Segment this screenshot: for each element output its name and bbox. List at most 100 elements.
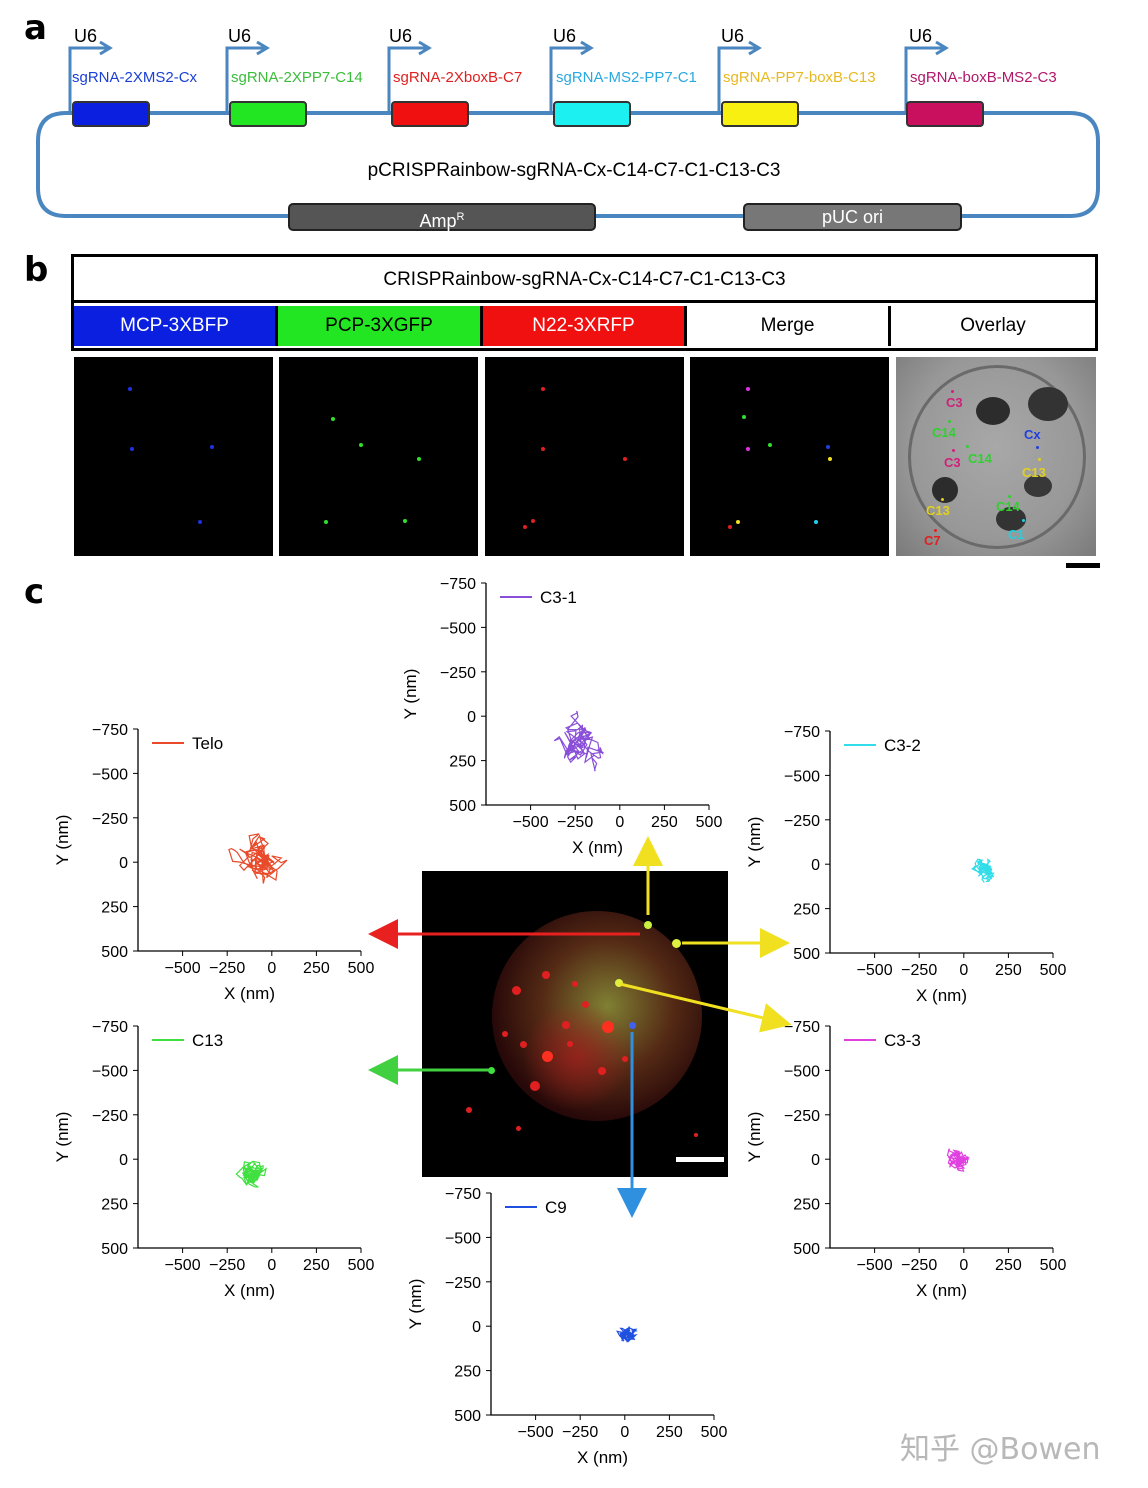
trajectory-c13 [235, 1160, 268, 1188]
overlay-locus-label: C1 [1008, 527, 1025, 542]
track-plot-telo: −750 −500 −250 0 250 500 −500 −250 0 250 500 X (nm)… [53, 722, 374, 1003]
x-tick-label: 500 [696, 814, 723, 831]
x-axis-label: X (nm) [224, 984, 275, 1003]
y-tick-label: 500 [454, 1408, 481, 1425]
legend-label: C3-3 [884, 1031, 921, 1050]
promoter-arrow-3 [387, 46, 427, 113]
y-tick-label: −250 [92, 811, 128, 828]
y-tick-label: 0 [472, 1319, 481, 1336]
y-tick-label: 500 [101, 944, 128, 961]
trajectory-c3-2 [970, 858, 995, 883]
promoter-arrow-4 [549, 46, 589, 113]
trajectory-telo [228, 833, 288, 884]
x-tick-label: −250 [209, 1257, 245, 1274]
y-tick-label: −250 [784, 1108, 820, 1125]
overlay-locus-label: C14 [932, 425, 956, 440]
x-tick-label: −250 [901, 1257, 937, 1274]
y-tick-label: 500 [449, 798, 476, 815]
y-axis-label: Y (nm) [745, 817, 764, 868]
x-axis-label: X (nm) [916, 986, 967, 1005]
x-tick-label: 0 [959, 1257, 968, 1274]
x-tick-label: −500 [857, 1257, 893, 1274]
x-axis-label: X (nm) [577, 1448, 628, 1467]
legend-label: C9 [545, 1198, 567, 1217]
sgrna-label-6: sgRNA-boxB-MS2-C3 [910, 69, 1057, 86]
micrograph-bfp [74, 357, 273, 556]
overlay-locus-label: C3 [946, 395, 963, 410]
y-tick-label: −500 [92, 1063, 128, 1080]
x-tick-label: 500 [701, 1424, 728, 1441]
y-tick-label: −250 [784, 813, 820, 830]
micrograph-rfp [485, 357, 684, 556]
sgrna-label-2: sgRNA-2XPP7-C14 [231, 69, 363, 86]
promoter-label: U6 [74, 26, 98, 46]
channel-header-2: PCP-3XGFP [278, 306, 483, 346]
y-axis-label: Y (nm) [745, 1112, 764, 1163]
watermark: 知乎 @Bowen [900, 1432, 1101, 1467]
track-plot-c3-3: −750 −500 −250 0 250 500 −500 −250 0 250 500 X (nm)… [745, 1019, 1067, 1300]
panel-label-b: b [24, 250, 49, 290]
promoter-label: U6 [721, 26, 745, 46]
x-tick-label: −500 [518, 1424, 554, 1441]
x-tick-label: 0 [267, 1257, 276, 1274]
y-tick-label: 0 [119, 855, 128, 872]
legend-label: C3-1 [540, 588, 577, 607]
sgrna-cassette-5 [721, 101, 799, 127]
micrograph-gfp [279, 357, 478, 556]
promoter-label: U6 [909, 26, 933, 46]
sgrna-label-5: sgRNA-PP7-boxB-C13 [723, 69, 876, 86]
panel-label-a: a [24, 8, 47, 48]
panel-b-header: CRISPRainbow-sgRNA-Cx-C14-C7-C1-C13-C3 [71, 254, 1098, 351]
amp-resistance-gene: AmpR [288, 203, 596, 231]
overlay-locus-label: Cx [1024, 427, 1041, 442]
channel-header-5: Overlay [891, 306, 1095, 346]
panel-label-c: c [24, 572, 45, 612]
y-tick-label: −750 [92, 1019, 128, 1036]
legend-label: C13 [192, 1031, 223, 1050]
y-tick-label: 500 [793, 1241, 820, 1258]
y-tick-label: −750 [445, 1186, 481, 1203]
x-tick-label: 250 [303, 1257, 330, 1274]
puc-origin: pUC ori [743, 203, 962, 231]
x-tick-label: −250 [557, 814, 593, 831]
y-tick-label: 250 [793, 902, 820, 919]
x-tick-label: −500 [513, 814, 549, 831]
y-tick-label: 250 [449, 754, 476, 771]
x-tick-label: 0 [959, 962, 968, 979]
y-tick-label: −500 [445, 1230, 481, 1247]
y-axis-label: Y (nm) [53, 815, 72, 866]
micrograph-merge [690, 357, 889, 556]
x-tick-label: −250 [209, 960, 245, 977]
x-tick-label: 0 [620, 1424, 629, 1441]
y-tick-label: 250 [454, 1364, 481, 1381]
x-tick-label: −250 [901, 962, 937, 979]
x-tick-label: 500 [1040, 1257, 1067, 1274]
x-tick-label: 500 [348, 1257, 375, 1274]
promoter-label: U6 [389, 26, 413, 46]
y-tick-label: 500 [101, 1241, 128, 1258]
promoter-arrow-2 [225, 46, 265, 113]
track-plot-c3-1: −750 −500 −250 0 250 500 −500 −250 0 250 500 X (nm)… [401, 576, 723, 857]
legend-label: Telo [192, 734, 223, 753]
sgrna-label-4: sgRNA-MS2-PP7-C1 [556, 69, 697, 86]
track-plot-c9: −750 −500 −250 0 250 500 −500 −250 0 250 500 X (nm)… [406, 1186, 728, 1467]
y-axis-label: Y (nm) [406, 1279, 425, 1330]
promoter-arrow-6 [904, 46, 944, 113]
overlay-locus-label: C7 [924, 533, 941, 548]
x-tick-label: 250 [995, 1257, 1022, 1274]
scale-bar [1066, 563, 1100, 568]
y-tick-label: −500 [440, 620, 476, 637]
overlay-locus-label: C13 [926, 503, 950, 518]
y-tick-label: −750 [784, 724, 820, 741]
y-tick-label: −250 [440, 665, 476, 682]
track-plot-c3-2: −750 −500 −250 0 250 500 −500 −250 0 250 500 X (nm)… [745, 724, 1067, 1005]
y-tick-label: 0 [467, 709, 476, 726]
x-tick-label: 0 [615, 814, 624, 831]
promoter-arrow-5 [717, 46, 757, 113]
y-tick-label: 250 [793, 1197, 820, 1214]
x-tick-label: 500 [1040, 962, 1067, 979]
central-micrograph [422, 871, 728, 1177]
sgrna-cassette-2 [229, 101, 307, 127]
y-tick-label: −500 [784, 768, 820, 785]
y-tick-label: −250 [445, 1275, 481, 1292]
